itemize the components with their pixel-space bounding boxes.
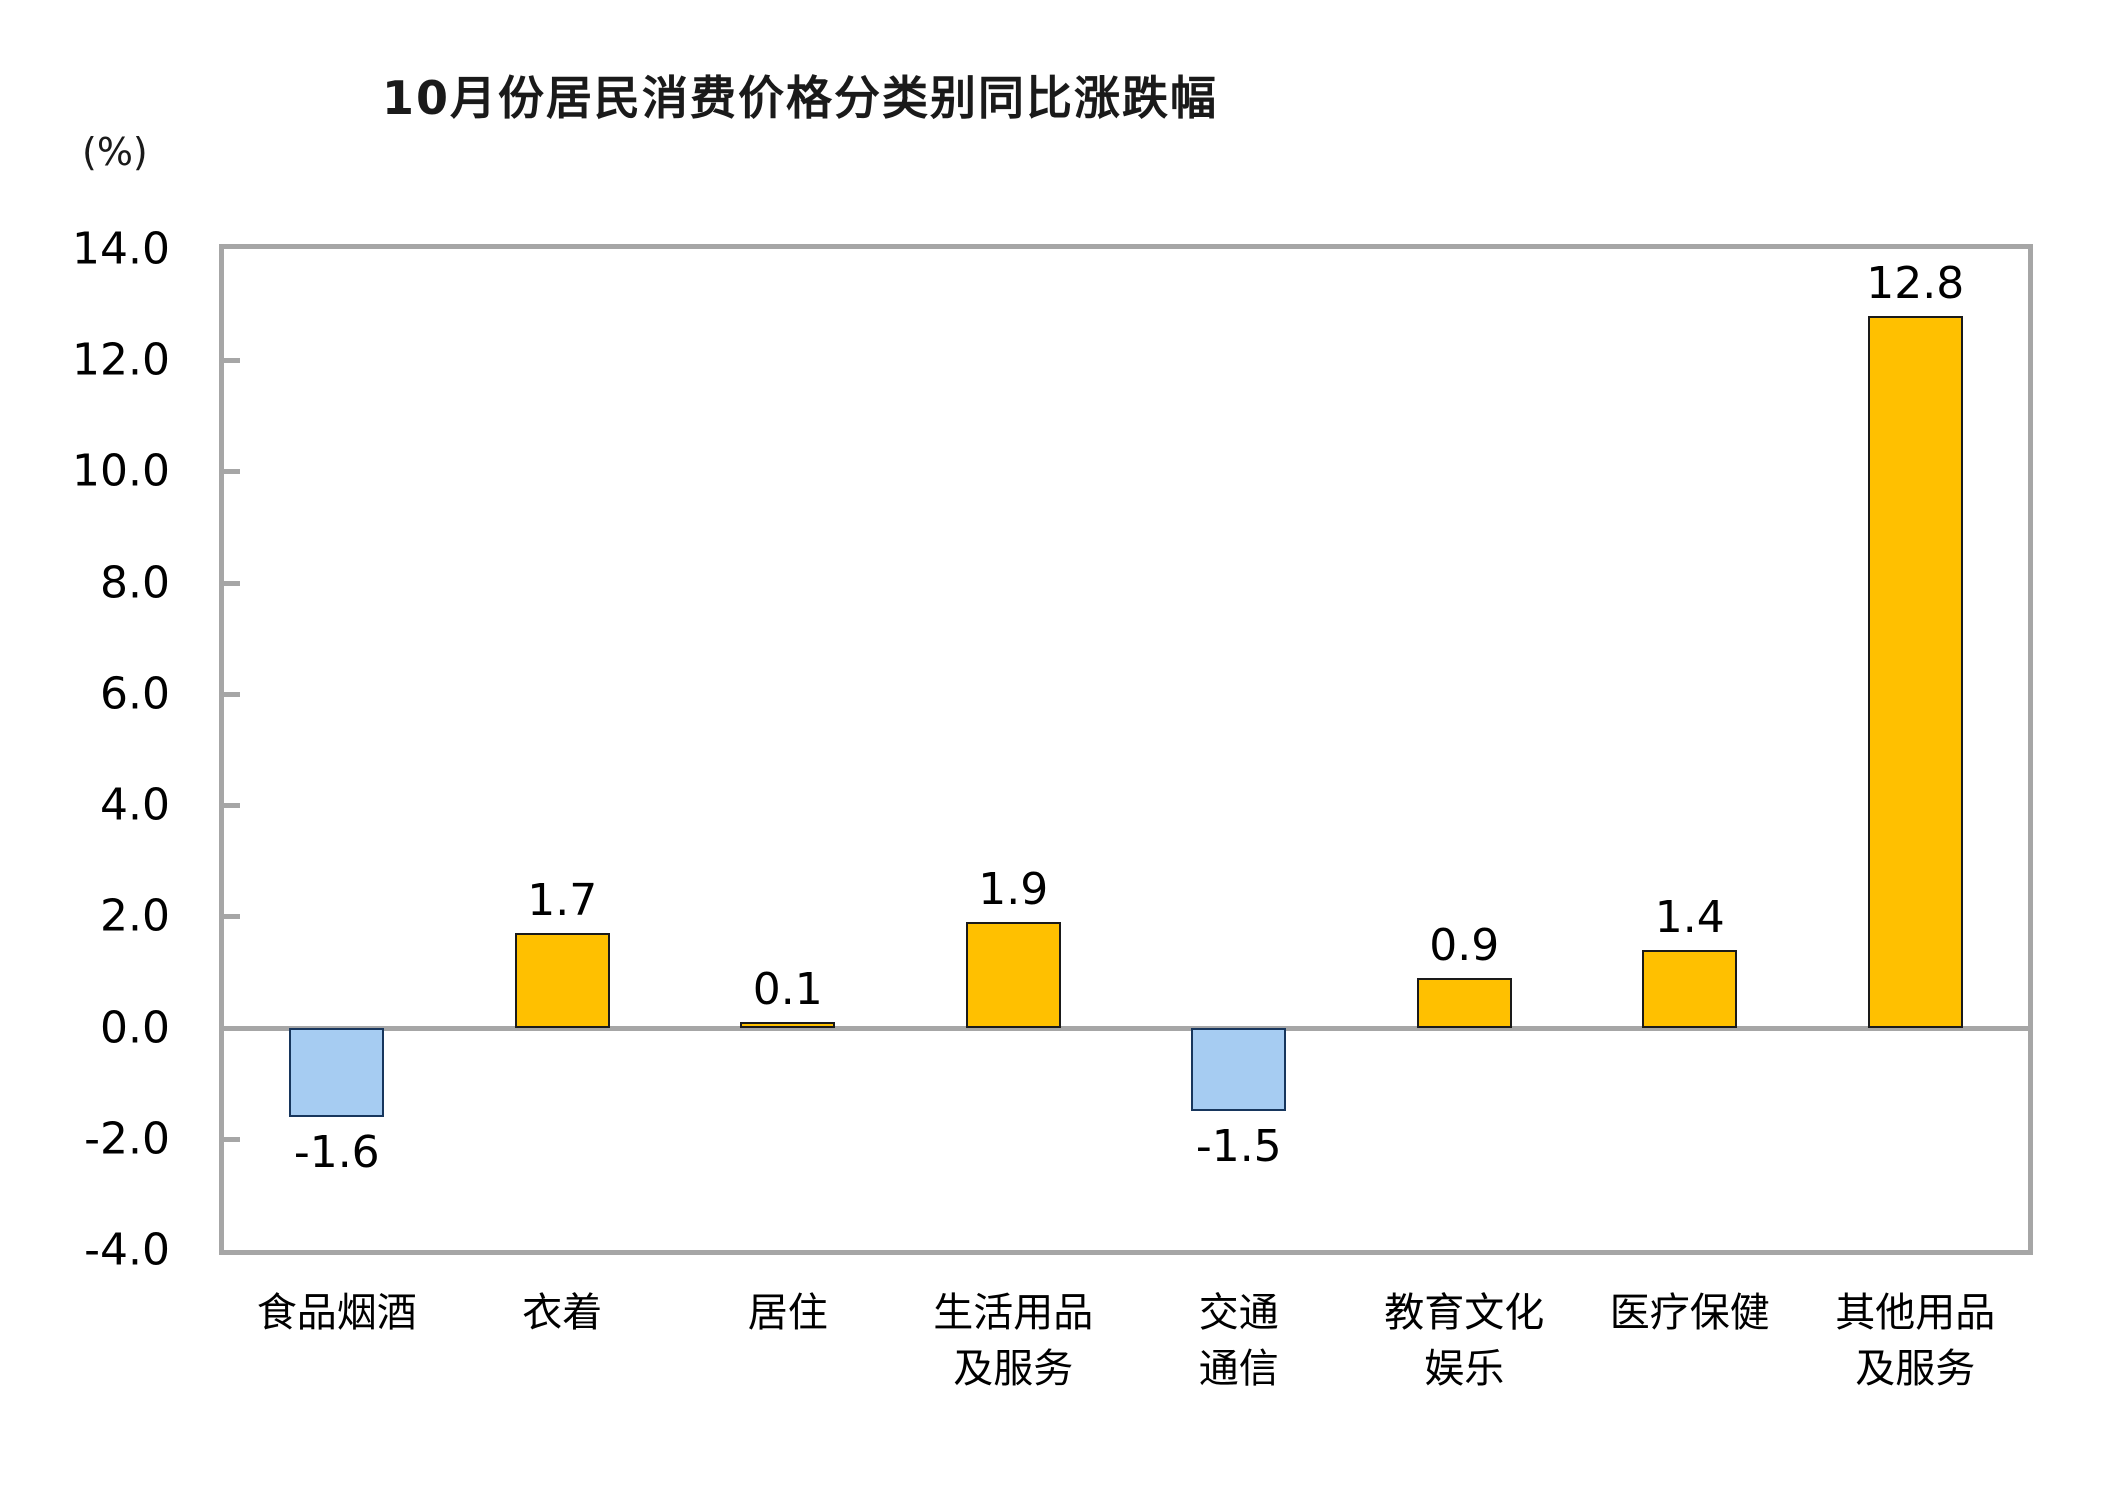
x-category-label: 食品烟酒 <box>256 1290 417 1336</box>
y-tick-label: -4.0 <box>84 1224 170 1276</box>
x-category-label: 交通 通信 <box>1198 1290 1279 1392</box>
bar-value-label: -1.5 <box>1195 1120 1282 1172</box>
bar <box>289 1027 385 1117</box>
bar <box>1642 949 1738 1028</box>
x-category-label: 衣着 <box>522 1290 603 1336</box>
bar-value-label: -1.6 <box>293 1126 380 1178</box>
x-category-label: 居住 <box>747 1290 828 1336</box>
bar <box>514 933 610 1028</box>
zero-axis-line <box>224 1025 2028 1031</box>
x-category-label: 医疗保健 <box>1609 1290 1770 1336</box>
y-tick-label: 8.0 <box>100 557 170 609</box>
bar-value-label: 0.1 <box>752 963 823 1015</box>
bar-value-label: 0.9 <box>1429 919 1500 971</box>
y-tick-mark <box>224 803 240 809</box>
bar-value-label: 1.7 <box>527 875 598 927</box>
y-tick-label: 0.0 <box>100 1002 170 1054</box>
y-axis-unit-label: (%) <box>82 130 148 174</box>
y-tick-mark <box>224 358 240 364</box>
bar-value-label: 1.9 <box>978 863 1049 915</box>
y-tick-label: 10.0 <box>72 445 170 497</box>
bar <box>1191 1027 1287 1111</box>
bar <box>1867 315 1963 1028</box>
x-category-label: 教育文化 娱乐 <box>1384 1290 1545 1392</box>
x-category-label: 生活用品 及服务 <box>933 1290 1094 1392</box>
y-tick-mark <box>224 914 240 920</box>
bar-value-label: 12.8 <box>1866 257 1965 309</box>
bar <box>740 1021 836 1028</box>
y-tick-label: 12.0 <box>72 334 170 386</box>
y-tick-mark <box>224 691 240 697</box>
bar-value-label: 1.4 <box>1654 891 1725 943</box>
y-tick-label: -2.0 <box>84 1113 170 1165</box>
x-category-label: 其他用品 及服务 <box>1835 1290 1996 1392</box>
bar <box>1416 977 1512 1028</box>
y-tick-label: 4.0 <box>100 779 170 831</box>
y-tick-mark <box>224 1136 240 1142</box>
plot-area: -1.6 1.7 0.1 1.9 -1.5 0.9 1.4 12.8 <box>219 244 2033 1255</box>
y-tick-mark <box>224 469 240 475</box>
y-tick-label: 6.0 <box>100 668 170 720</box>
bar <box>965 921 1061 1028</box>
chart-title: 10月份居民消费价格分类别同比涨跌幅 <box>381 71 1219 125</box>
y-tick-label: 2.0 <box>100 890 170 942</box>
y-tick-label: 14.0 <box>72 223 170 275</box>
y-tick-mark <box>224 580 240 586</box>
